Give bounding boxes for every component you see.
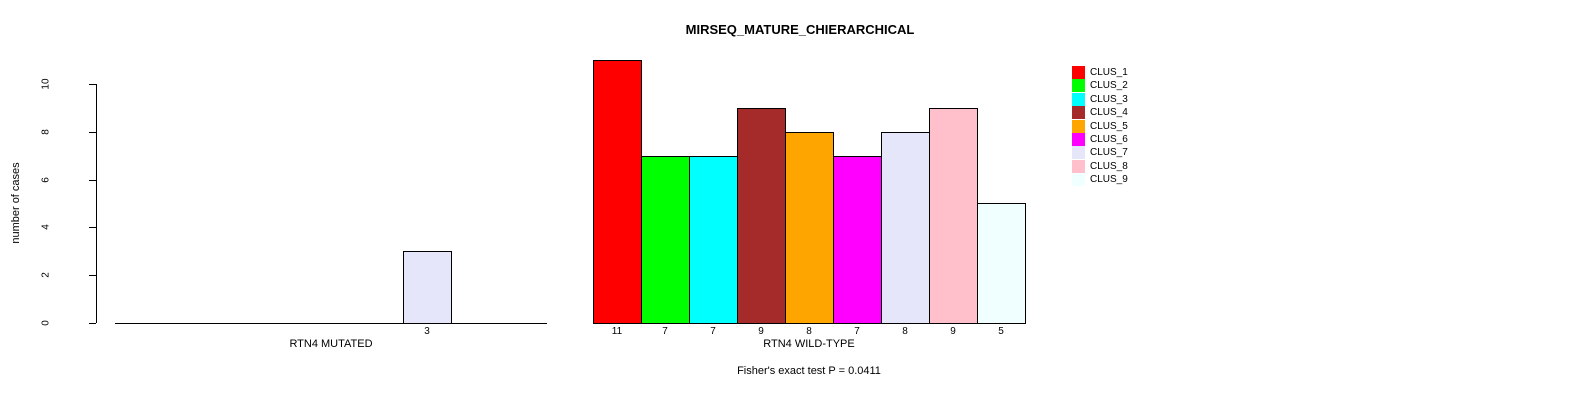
fisher-test-annotation: Fisher's exact test P = 0.0411	[737, 365, 881, 377]
legend-item-clus-1: CLUS_1	[1072, 66, 1128, 79]
legend-swatch-clus-3	[1072, 93, 1085, 106]
y-tick	[89, 84, 96, 85]
legend-item-clus-2: CLUS_2	[1072, 79, 1128, 92]
legend-item-clus-9: CLUS_9	[1072, 173, 1128, 186]
legend-swatch-clus-7	[1072, 146, 1085, 159]
y-tick-label: 0	[40, 320, 52, 326]
chart-title: MIRSEQ_MATURE_CHIERARCHICAL	[685, 22, 915, 37]
group-label-rtn4-wild-type: RTN4 WILD-TYPE	[763, 338, 855, 350]
y-tick-label: 10	[40, 78, 52, 90]
bar-value-label: 5	[998, 326, 1004, 337]
bar-clus-7	[403, 251, 452, 324]
y-axis-label: number of cases	[10, 162, 22, 244]
y-tick-label: 2	[40, 272, 52, 278]
legend-swatch-clus-4	[1072, 106, 1085, 119]
y-tick	[89, 180, 96, 181]
legend-label: CLUS_9	[1090, 174, 1128, 185]
y-tick-label: 4	[40, 224, 52, 230]
bar-clus-4	[737, 108, 786, 324]
y-tick	[89, 275, 96, 276]
bar-clus-1	[593, 60, 642, 324]
group-label-rtn4-mutated: RTN4 MUTATED	[289, 338, 373, 350]
y-tick	[89, 132, 96, 133]
legend-swatch-clus-8	[1072, 160, 1085, 173]
bar-clus-2	[641, 156, 690, 324]
bar-clus-8	[929, 108, 978, 324]
bar-clus-9	[977, 203, 1026, 324]
bar-value-label: 3	[424, 326, 430, 337]
bar-value-label: 8	[806, 326, 812, 337]
legend-item-clus-5: CLUS_5	[1072, 120, 1128, 133]
y-tick	[89, 227, 96, 228]
x-axis-line-mutated	[115, 323, 547, 324]
y-axis-line	[96, 84, 97, 323]
legend-swatch-clus-6	[1072, 133, 1085, 146]
bar-clus-6	[833, 156, 882, 324]
legend-label: CLUS_5	[1090, 121, 1128, 132]
legend-label: CLUS_1	[1090, 67, 1128, 78]
legend-item-clus-4: CLUS_4	[1072, 106, 1128, 119]
bar-value-label: 9	[950, 326, 956, 337]
bar-value-label: 7	[662, 326, 668, 337]
legend-label: CLUS_4	[1090, 107, 1128, 118]
legend-item-clus-7: CLUS_7	[1072, 146, 1128, 159]
legend-item-clus-6: CLUS_6	[1072, 133, 1128, 146]
legend-item-clus-3: CLUS_3	[1072, 93, 1128, 106]
legend-item-clus-8: CLUS_8	[1072, 160, 1128, 173]
legend-label: CLUS_8	[1090, 161, 1128, 172]
legend-swatch-clus-1	[1072, 66, 1085, 79]
bar-value-label: 7	[710, 326, 716, 337]
bar-value-label: 9	[758, 326, 764, 337]
bar-clus-5	[785, 132, 834, 324]
y-tick-label: 8	[40, 129, 52, 135]
bar-clus-7	[881, 132, 930, 324]
y-tick	[89, 323, 96, 324]
bar-clus-3	[689, 156, 738, 324]
bar-value-label: 11	[611, 326, 623, 337]
y-tick-label: 6	[40, 177, 52, 183]
bar-value-label: 7	[854, 326, 860, 337]
bar-value-label: 8	[902, 326, 908, 337]
legend-label: CLUS_3	[1090, 94, 1128, 105]
legend-label: CLUS_7	[1090, 147, 1128, 158]
legend-label: CLUS_2	[1090, 80, 1128, 91]
legend-swatch-clus-9	[1072, 173, 1085, 186]
legend-swatch-clus-2	[1072, 79, 1085, 92]
legend-label: CLUS_6	[1090, 134, 1128, 145]
legend-swatch-clus-5	[1072, 120, 1085, 133]
